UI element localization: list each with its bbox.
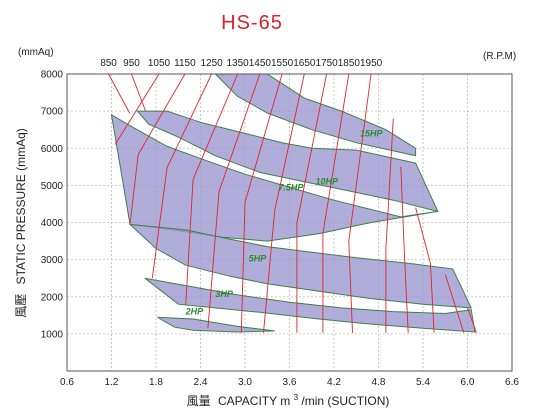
y-tick-label: 8000 [41,70,64,81]
hp-label-7-5hp: 7.5HP [278,183,304,193]
x-axis-title: 風量 CAPACITY m 3 /min (SUCTION) [187,389,390,408]
x-axis-title-tail: /min (SUCTION) [301,394,389,408]
region-2hp [157,316,275,333]
x-tick-label: 5.4 [416,377,430,388]
x-axis-ticks: 0.6 1.2 1.8 2.4 3.0 3.6 4.2 4.8 5.4 6.0 6.6 [60,377,519,388]
x-tick-label: 4.2 [327,377,341,388]
y-tick-label: 3000 [41,255,64,266]
rpm-line-1250 [151,73,213,279]
hp-label-5hp: 5HP [249,253,268,263]
rpm-line-1150 [129,73,186,225]
rpm-line [467,307,477,333]
y-tick-label: 6000 [41,144,64,155]
rpm-line-1750 [296,73,328,333]
rpm-label-850: 850 [100,58,117,69]
region-3hp [144,277,476,333]
hp-label-15hp: 15HP [360,128,384,138]
rpm-line-1450 [207,73,261,329]
x-tick-label: 3.0 [238,377,252,388]
y-axis-title: 風壓 STATIC PRESSURE (mmAq) [14,128,28,318]
region-15hp [214,73,417,157]
y-axis-ticks: 1000 2000 3000 4000 5000 6000 7000 8000 [41,70,64,341]
rpm-line-1050 [114,73,160,145]
rpm-label-1850: 1850 [338,58,361,69]
y-tick-label: 5000 [41,181,64,192]
y-tick-label: 2000 [41,292,64,303]
rpm-label-1150: 1150 [174,58,196,69]
rpm-label-1350: 1350 [226,58,249,69]
rpm-line-950 [131,73,147,112]
rpm-label-950: 950 [123,58,140,69]
x-tick-label: 1.8 [149,377,163,388]
y-tick-label: 4000 [41,218,64,229]
rpm-tick-labels: 850 950 1050 1150 1250 1350 1450 1550 1650 1750 18… [100,58,382,69]
rpm-label-1750: 1750 [315,58,338,69]
plot-regions [110,73,476,333]
rpm-line-850 [108,73,131,114]
x-tick-label: 3.6 [283,377,297,388]
rpm-label-1950: 1950 [360,58,383,69]
rpm-line-1950 [348,73,372,333]
rpm-lines [108,73,477,333]
rpm-line-1850 [322,73,350,333]
x-tick-label: 4.8 [372,377,386,388]
rpm-line [385,118,394,333]
hp-labels: 15HP 10HP 7.5HP 5HP 3HP 2HP [185,128,384,316]
y-axis-title-main: STATIC PRESSURE (mmAq) [14,128,28,284]
chart-title: HS-65 [221,12,283,34]
hp-label-2hp: 2HP [185,307,205,317]
rpm-line [400,166,409,333]
hp-label-10hp: 10HP [315,176,339,186]
rpm-line-1350 [185,73,239,305]
y-axis-title-zh: 風壓 [14,294,28,318]
x-axis-title-sup: 3 [294,393,299,402]
y-tick-label: 7000 [41,107,64,118]
y-unit-label: (mmAq) [18,47,54,58]
x-axis-title-zh: 風量 [187,394,211,408]
rpm-unit-label: (R.P.M) [483,51,516,62]
x-tick-label: 1.2 [105,377,119,388]
rpm-line-1550 [240,73,283,333]
rpm-line-1650 [263,73,305,333]
rpm-label-1450: 1450 [249,58,272,69]
rpm-label-1250: 1250 [201,58,224,69]
rpm-label-1550: 1550 [271,58,294,69]
x-tick-label: 6.6 [505,377,519,388]
rpm-line [415,207,435,333]
rpm-label-1650: 1650 [293,58,316,69]
rpm-label-1050: 1050 [148,58,171,69]
rpm-line [444,274,465,333]
x-tick-label: 0.6 [60,377,74,388]
y-tick-label: 1000 [41,329,64,340]
hp-label-3hp: 3HP [215,289,234,299]
x-axis-title-main: CAPACITY m [218,394,290,408]
x-tick-label: 6.0 [461,377,475,388]
plot-frame [66,73,513,372]
x-tick-label: 2.4 [194,377,208,388]
